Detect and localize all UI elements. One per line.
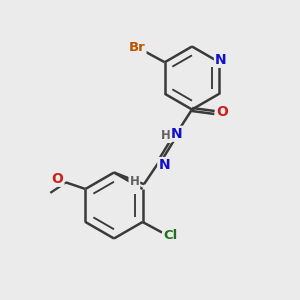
Text: H: H	[130, 175, 139, 188]
Text: Br: Br	[129, 41, 146, 54]
Text: O: O	[216, 106, 228, 119]
Text: N: N	[158, 158, 170, 172]
Text: N: N	[215, 53, 226, 67]
Text: O: O	[52, 172, 64, 186]
Text: Cl: Cl	[164, 229, 178, 242]
Text: N: N	[171, 127, 182, 141]
Text: H: H	[161, 129, 171, 142]
